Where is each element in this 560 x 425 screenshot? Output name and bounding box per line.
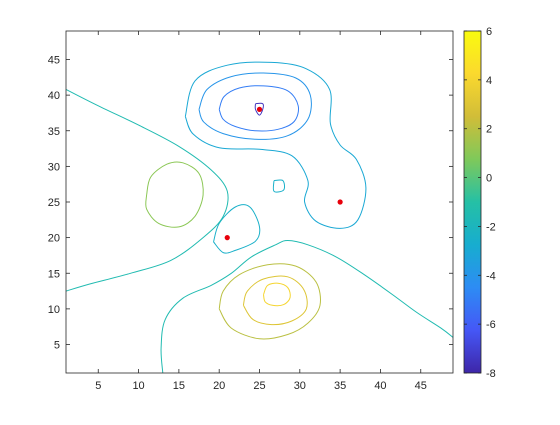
y-tick-label: 35 <box>48 126 60 138</box>
marker-point <box>256 106 263 112</box>
contour-line <box>242 275 308 326</box>
contour-line <box>218 85 300 132</box>
colorbar-tick-label: -2 <box>486 221 496 233</box>
plot-background <box>66 31 453 373</box>
x-tick-label: 25 <box>253 380 265 392</box>
contour-line <box>218 263 321 340</box>
y-tick-label: 15 <box>48 268 60 280</box>
colorbar-tick-label: 0 <box>486 173 492 185</box>
contour-line <box>263 282 291 307</box>
x-tick-label: 45 <box>415 380 427 392</box>
y-tick-label: 5 <box>54 340 60 352</box>
data-markers <box>224 106 343 241</box>
x-tick-label: 15 <box>173 380 185 392</box>
colorbar-tick-label: -4 <box>486 270 496 282</box>
colorbar-tick-label: -6 <box>486 319 496 331</box>
axes: 5 10 15 20 25 30 35 40 45 5 10 15 20 25 30 35 40 45 <box>48 31 453 392</box>
y-tick-label: 25 <box>48 197 60 209</box>
x-tick-label: 10 <box>132 380 144 392</box>
x-tick-label: 40 <box>374 380 386 392</box>
marker-point <box>337 199 343 205</box>
contour-line <box>160 239 454 374</box>
x-tick-label: 20 <box>213 380 225 392</box>
contour-line <box>198 72 312 140</box>
marker-point <box>224 235 230 241</box>
colorbar-tick-label: 4 <box>486 75 492 87</box>
y-tick-label: 45 <box>48 55 60 67</box>
colorbar-tick-label: 6 <box>486 26 492 38</box>
x-tick-label: 5 <box>95 380 101 392</box>
y-tick-label: 10 <box>48 304 60 316</box>
contour-line <box>184 61 367 229</box>
contour-lines <box>65 61 454 374</box>
colorbar-tick-label: 2 <box>486 124 492 136</box>
y-tick-label: 40 <box>48 90 60 102</box>
y-tick-label: 20 <box>48 233 60 245</box>
colorbar-axis: -8 -6 -4 -2 0 2 4 6 <box>464 26 496 380</box>
x-tick-label: 30 <box>294 380 306 392</box>
colorbar <box>463 30 482 374</box>
contour-line <box>145 161 204 228</box>
colorbar-tick-label: -8 <box>486 368 496 380</box>
y-tick-label: 30 <box>48 161 60 173</box>
contour-line <box>213 204 261 254</box>
contour-line <box>254 102 264 116</box>
contour-line <box>272 179 286 193</box>
contour-line <box>65 88 229 292</box>
x-tick-label: 35 <box>334 380 346 392</box>
